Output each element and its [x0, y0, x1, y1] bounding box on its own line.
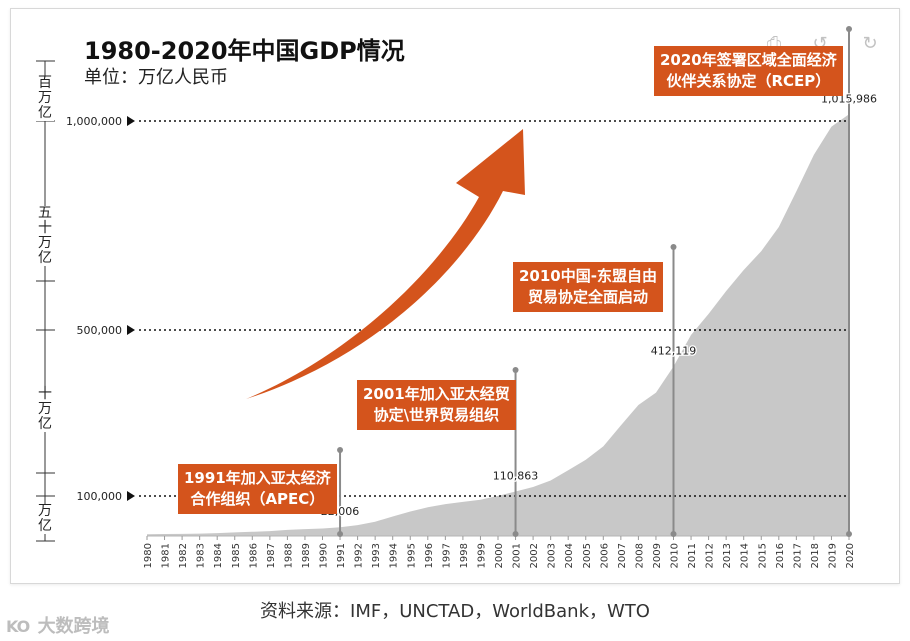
event-base-dot	[337, 531, 344, 537]
event-dot	[670, 244, 677, 250]
x-tick-label: 2007	[617, 543, 628, 568]
x-tick-label: 1987	[266, 543, 277, 568]
event-base-dot	[512, 531, 519, 537]
watermark: KO 大数跨境	[6, 612, 110, 638]
x-tick-label: 1986	[248, 543, 259, 568]
chart-frame: 100,000 500,000 1,000,000 1980 1981 1982 1983 1…	[10, 8, 900, 584]
annotation-asean: 2010中国-东盟自由 贸易协定全面启动	[513, 262, 663, 312]
x-tick-label: 1995	[406, 543, 417, 568]
point-label: 412,119	[651, 344, 697, 357]
x-tick-label: 1992	[354, 543, 365, 568]
x-tick-label: 2010	[670, 543, 681, 568]
annotation-line: 协定\世界贸易组织	[373, 406, 500, 424]
annotation-line: 1991年加入亚太经济	[184, 469, 331, 487]
refresh-icon[interactable]: ↻	[862, 33, 878, 54]
annotation-line: 2020年签署区域全面经济	[660, 51, 837, 69]
reference-line-label: 500,000	[77, 324, 123, 337]
x-tick-label: 2013	[722, 543, 733, 568]
x-tick-label: 1990	[319, 543, 330, 568]
x-tick-label: 2020	[845, 543, 856, 568]
chart-title: 1980-2020年中国GDP情况	[84, 37, 405, 65]
x-tick-label: 2011	[687, 543, 698, 568]
x-tick-label: 2008	[634, 543, 645, 568]
reference-arrow-icon	[127, 491, 135, 501]
watermark-logo-icon: KO	[6, 617, 30, 636]
x-tick-label: 1981	[161, 543, 172, 568]
x-tick-label: 2014	[740, 543, 751, 568]
x-tick-label: 2003	[547, 543, 558, 568]
x-tick-label: 1989	[301, 543, 312, 568]
x-tick-label: 2000	[494, 543, 505, 568]
chart-unit: 单位：万亿人民币	[84, 67, 228, 88]
x-tick-label: 1996	[424, 543, 435, 568]
x-tick-label: 2012	[705, 543, 716, 568]
watermark-text: 大数跨境	[37, 616, 110, 637]
annotation-line: 2010中国-东盟自由	[519, 267, 657, 285]
annotation-line: 伙伴关系协定（RCEP）	[666, 72, 831, 90]
y-unit-label-middle: 五十万亿	[36, 205, 54, 266]
x-tick-label: 1997	[441, 543, 452, 568]
reference-line-label: 100,000	[77, 490, 123, 503]
x-tick-label: 2001	[512, 543, 523, 568]
x-tick-label: 1985	[231, 543, 242, 568]
x-tick-label: 1999	[476, 543, 487, 568]
x-tick-label: 1991	[336, 543, 347, 568]
annotation-line: 贸易协定全面启动	[527, 288, 648, 306]
source-note: 资料来源：IMF，UNCTAD，WorldBank，WTO	[260, 601, 650, 622]
event-dot	[337, 447, 344, 453]
gdp-chart: 100,000 500,000 1,000,000 1980 1981 1982 1983 1…	[36, 26, 878, 568]
x-tick-label: 1993	[371, 543, 382, 568]
x-tick-label: 1984	[213, 543, 224, 568]
x-tick-label: 1983	[196, 543, 207, 568]
growth-arrow-icon	[246, 129, 525, 399]
x-tick-label: 2015	[757, 543, 768, 568]
x-tick-label: 1998	[459, 543, 470, 568]
reference-arrow-icon	[127, 325, 135, 335]
x-tick-label: 1980	[143, 543, 154, 568]
x-tick-label: 2019	[827, 543, 838, 568]
point-label: 110,863	[493, 469, 539, 482]
y-unit-label-top: 百万亿	[36, 75, 54, 121]
x-tick-label: 1994	[389, 543, 400, 568]
annotation-wto: 2001年加入亚太经贸 协定\世界贸易组织	[357, 380, 516, 430]
reference-arrow-icon	[127, 116, 135, 126]
annotation-line: 2001年加入亚太经贸	[363, 385, 510, 403]
y-unit-label-bottom: 万亿	[36, 503, 54, 534]
x-tick-label: 2009	[652, 543, 663, 568]
event-dot	[846, 26, 852, 32]
annotation-apec: 1991年加入亚太经济 合作组织（APEC）	[178, 464, 337, 514]
x-tick-label: 2006	[599, 543, 610, 568]
annotation-line: 合作组织（APEC）	[190, 490, 325, 508]
x-tick-label: 1982	[178, 543, 189, 568]
x-tick-label: 2017	[792, 543, 803, 568]
event-base-dot	[846, 531, 852, 537]
x-tick-label: 1988	[283, 543, 294, 568]
x-tick-label: 2002	[529, 543, 540, 568]
annotation-rcep: 2020年签署区域全面经济 伙伴关系协定（RCEP）	[654, 46, 843, 96]
x-tick-label: 2005	[582, 543, 593, 568]
x-tick-label: 2016	[775, 543, 786, 568]
y-unit-label-lower: 十万亿	[36, 386, 54, 432]
x-tick-label: 2018	[810, 543, 821, 568]
x-tick-label: 2004	[564, 543, 575, 568]
reference-line-label: 1,000,000	[66, 115, 122, 128]
event-base-dot	[670, 531, 677, 537]
event-dot	[512, 367, 519, 373]
